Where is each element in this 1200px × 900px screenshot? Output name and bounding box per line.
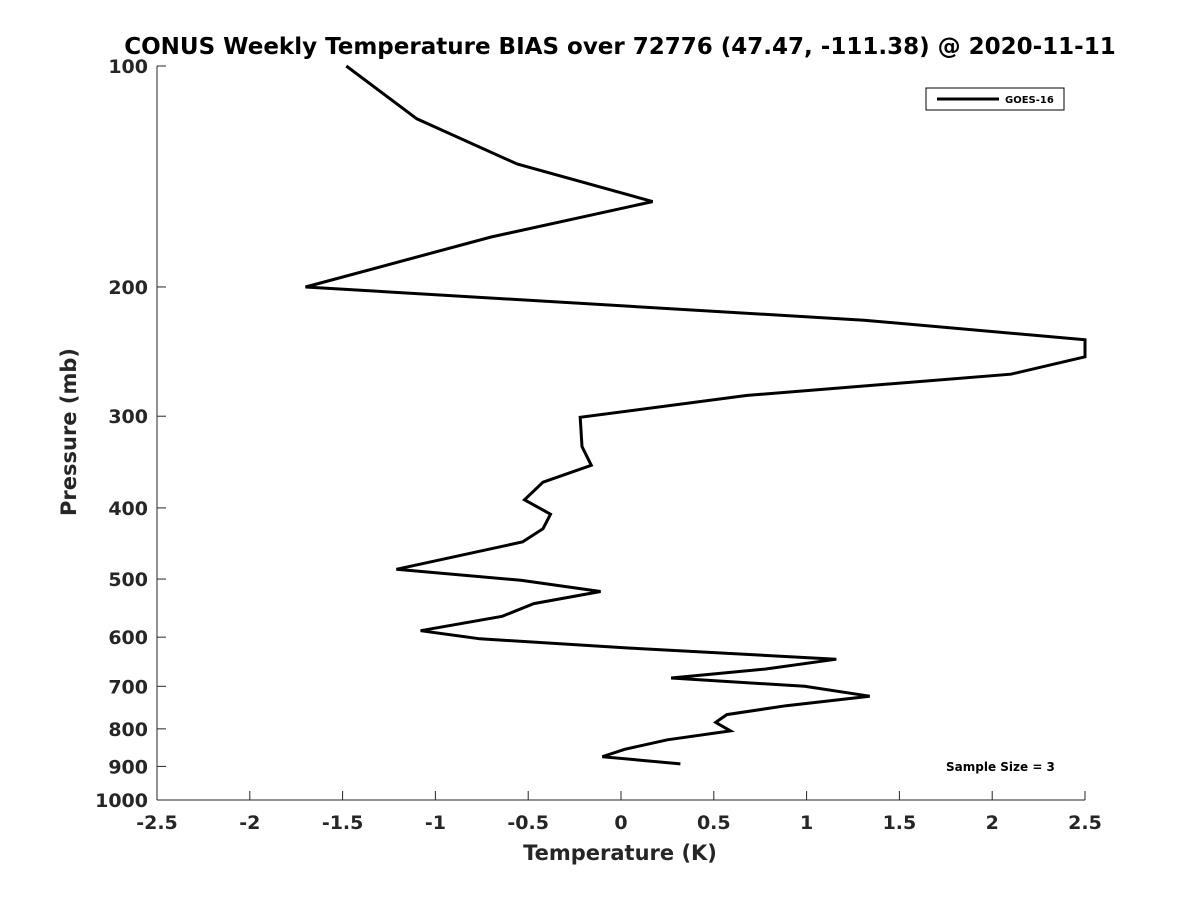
series-line-goes-16 [305,64,1087,766]
y-tick-label: 1000 [95,790,148,812]
y-axis-ticks: 100 200 300 400 500 600 700 800 900 1000 [95,56,166,812]
legend-label-goes-16: GOES-16 [1005,95,1054,106]
x-tick-label: 1.5 [883,812,917,834]
x-tick-label: 0.5 [697,812,731,834]
x-axis-ticks: -2.5 -2 -1.5 -1 -0.5 0 0.5 1 1.5 2 2.5 [136,791,1102,834]
y-tick-label: 200 [108,277,148,299]
y-tick-label: 800 [108,719,148,741]
x-tick-label: -1.5 [322,812,364,834]
plot-area [156,66,1085,801]
x-tick-label: -0.5 [507,812,549,834]
x-tick-label: -2 [239,812,260,834]
y-tick-label: 400 [108,498,148,520]
x-tick-label: 2 [986,812,999,834]
y-tick-label: 700 [108,676,148,698]
y-axis-label: Pressure (mb) [57,348,81,516]
y-tick-label: 300 [108,406,148,428]
chart-title: CONUS Weekly Temperature BIAS over 72776… [124,34,1115,60]
sample-size-annotation: Sample Size = 3 [946,760,1055,774]
y-tick-label: 600 [108,627,148,649]
x-tick-label: -1 [425,812,446,834]
legend: GOES-16 [925,87,1065,111]
y-tick-label: 900 [108,756,148,778]
series-layer [305,64,1087,766]
x-tick-label: -2.5 [136,812,178,834]
x-tick-label: 1 [800,812,813,834]
x-axis-label: Temperature (K) [523,841,717,865]
y-tick-label: 500 [108,569,148,591]
x-tick-label: 2.5 [1068,812,1102,834]
y-tick-label: 100 [108,56,148,78]
x-tick-label: 0 [614,812,627,834]
